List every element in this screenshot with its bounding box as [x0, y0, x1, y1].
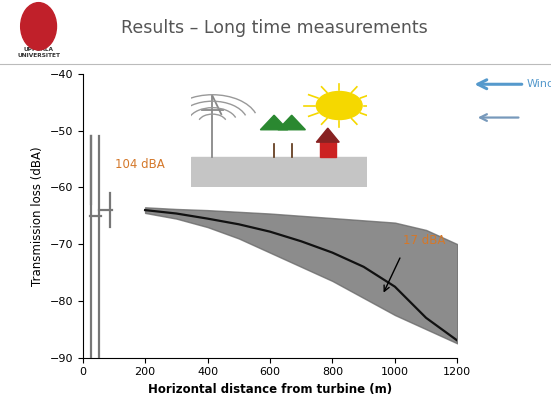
- Text: UPPSALA
UNIVERSITET: UPPSALA UNIVERSITET: [17, 47, 60, 58]
- Y-axis label: Transmission loss (dBA): Transmission loss (dBA): [31, 146, 44, 286]
- Text: 104 dBA: 104 dBA: [116, 157, 165, 171]
- Text: Wind: Wind: [527, 79, 551, 89]
- Text: Results – Long time measurements: Results – Long time measurements: [121, 18, 428, 37]
- Ellipse shape: [21, 2, 56, 50]
- X-axis label: Horizontal distance from turbine (m): Horizontal distance from turbine (m): [148, 383, 392, 396]
- Text: 17 dBA: 17 dBA: [403, 234, 445, 247]
